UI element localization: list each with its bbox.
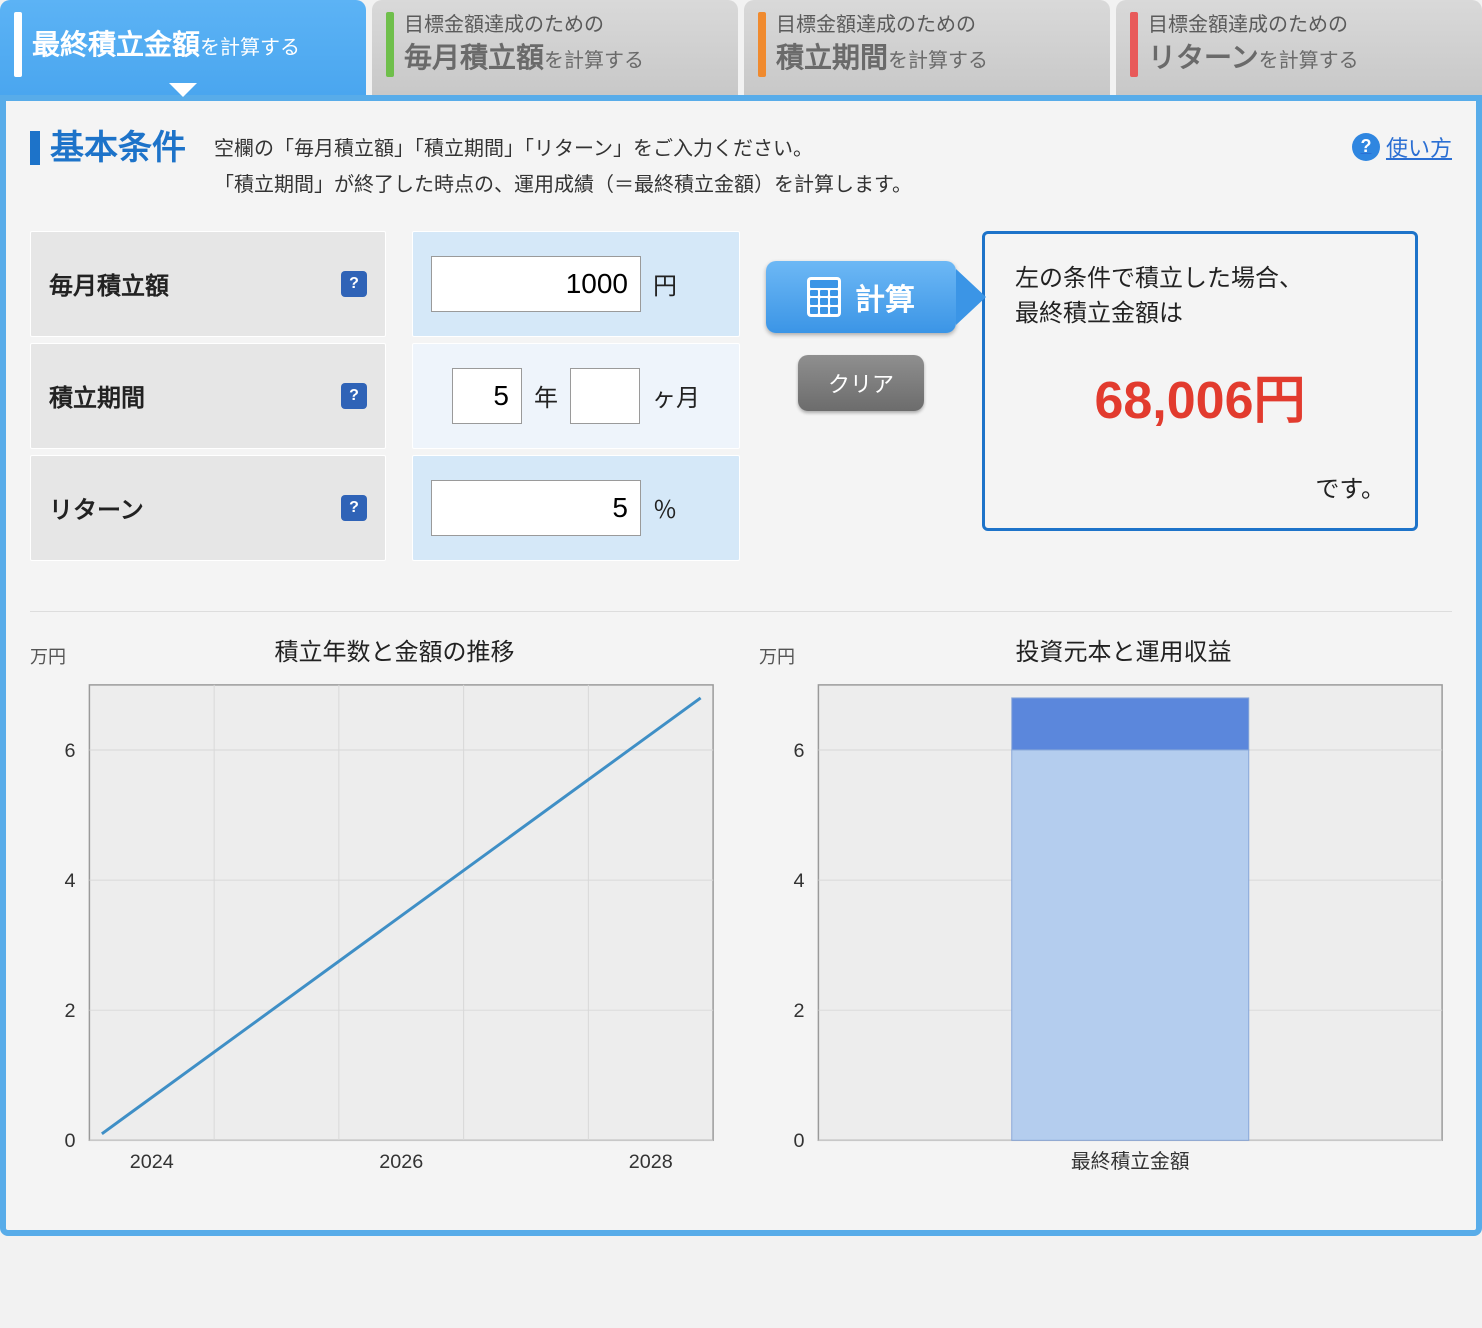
section-description: 空欄の「毎月積立額」「積立期間」「リターン」をご入力ください。 「積立期間」が終… xyxy=(214,131,912,203)
calculate-button[interactable]: 計算 xyxy=(766,261,956,333)
tab-text: 目標金額達成のための積立期間を計算する xyxy=(776,12,988,77)
section-desc-line2: 「積立期間」が終了した時点の、運用成績（＝最終積立金額）を計算します。 xyxy=(214,167,912,203)
chart1-title: 積立年数と金額の推移 xyxy=(66,632,723,667)
chart-breakdown: 万円 投資元本と運用収益 0 2 4 6 最終積立金額 xyxy=(759,632,1452,1190)
value-input-2[interactable] xyxy=(431,480,641,536)
value-unit: ％ xyxy=(653,490,677,525)
clear-button-label: クリア xyxy=(828,372,894,397)
form-label-text: 毎月積立額 xyxy=(49,266,169,301)
form-label-text: リターン xyxy=(49,490,144,525)
field-help-icon[interactable]: ? xyxy=(341,383,367,409)
tab-strong: リターン xyxy=(1148,42,1259,73)
form-label-2: リターン? xyxy=(30,455,386,561)
tab-1[interactable]: 目標金額達成のための毎月積立額を計算する xyxy=(372,0,738,95)
charts-row: 万円 積立年数と金額の推移 0 2 4 6 2024 2026 2028 万円 投資元本と運… xyxy=(30,611,1452,1190)
tab-2[interactable]: 目標金額達成のための積立期間を計算する xyxy=(744,0,1110,95)
tab-text: 目標金額達成のためのリターンを計算する xyxy=(1148,12,1359,77)
calculator-icon xyxy=(807,277,841,317)
help-link-label: 使い方 xyxy=(1386,131,1452,163)
svg-text:4: 4 xyxy=(65,870,76,892)
label-column: 毎月積立額?積立期間?リターン? xyxy=(30,231,386,561)
svg-text:6: 6 xyxy=(65,740,76,762)
svg-text:6: 6 xyxy=(794,740,805,762)
result-line2: 最終積立金額は xyxy=(1015,293,1385,328)
tab-suffix: を計算する xyxy=(888,50,988,72)
tab-text: 最終積立金額を計算する xyxy=(32,26,300,64)
tab-0[interactable]: 最終積立金額を計算する xyxy=(0,0,366,95)
input-column: 円年 ヶ月 ％ xyxy=(412,231,740,561)
years-input[interactable] xyxy=(452,368,522,424)
calculator-tabs: 最終積立金額を計算する目標金額達成のための毎月積立額を計算する目標金額達成のため… xyxy=(0,0,1482,95)
tab-stripe xyxy=(1130,12,1138,77)
svg-text:2024: 2024 xyxy=(130,1151,174,1173)
clear-button[interactable]: クリア xyxy=(798,355,924,411)
value-unit: 円 xyxy=(653,266,677,301)
form-label-1: 積立期間? xyxy=(30,343,386,449)
main-panel: 基本条件 空欄の「毎月積立額」「積立期間」「リターン」をご入力ください。 「積立… xyxy=(0,95,1482,1236)
button-column: 計算 クリア xyxy=(766,231,956,411)
svg-text:4: 4 xyxy=(794,870,805,892)
form-area: 毎月積立額?積立期間?リターン? 円年ヶ月％ 計算 クリア 左の条件で積立した場… xyxy=(30,231,1452,561)
tab-suffix: を計算する xyxy=(544,50,644,72)
svg-text:0: 0 xyxy=(65,1130,76,1152)
tab-strong: 積立期間 xyxy=(776,42,888,73)
tab-3[interactable]: 目標金額達成のためのリターンを計算する xyxy=(1116,0,1482,95)
form-input-cell-0: 円 xyxy=(412,231,740,337)
tab-stripe xyxy=(386,12,394,77)
field-help-icon[interactable]: ? xyxy=(341,271,367,297)
help-icon: ? xyxy=(1352,133,1380,161)
form-input-cell-2: ％ xyxy=(412,455,740,561)
svg-text:2028: 2028 xyxy=(629,1151,673,1173)
section-header: 基本条件 空欄の「毎月積立額」「積立期間」「リターン」をご入力ください。 「積立… xyxy=(30,131,1452,203)
form-label-0: 毎月積立額? xyxy=(30,231,386,337)
chart2-svg: 0 2 4 6 最終積立金額 xyxy=(759,675,1452,1190)
tab-line1: 目標金額達成のための xyxy=(776,12,988,39)
tab-strong: 毎月積立額 xyxy=(404,42,544,73)
tab-line1: 目標金額達成のための xyxy=(404,12,644,39)
svg-text:最終積立金額: 最終積立金額 xyxy=(1071,1151,1190,1173)
calculate-button-label: 計算 xyxy=(855,275,915,319)
result-amount: 68,006円 xyxy=(1015,358,1385,433)
chart-growth: 万円 積立年数と金額の推移 0 2 4 6 2024 2026 2028 xyxy=(30,632,723,1190)
form-label-text: 積立期間 xyxy=(49,378,145,413)
years-unit: 年 xyxy=(534,378,558,413)
tab-suffix: を計算する xyxy=(1259,50,1359,72)
result-line1: 左の条件で積立した場合、 xyxy=(1015,258,1385,293)
chart2-title: 投資元本と運用収益 xyxy=(795,632,1452,667)
value-input-0[interactable] xyxy=(431,256,641,312)
months-unit: ヶ月 xyxy=(652,378,700,413)
result-box: 左の条件で積立した場合、 最終積立金額は 68,006円 です。 xyxy=(982,231,1418,531)
form-input-cell-1: 年 ヶ月 xyxy=(412,343,740,449)
tab-stripe xyxy=(14,12,22,77)
svg-text:2026: 2026 xyxy=(379,1151,423,1173)
tab-suffix: を計算する xyxy=(200,37,300,59)
tab-text: 目標金額達成のための毎月積立額を計算する xyxy=(404,12,644,77)
svg-text:0: 0 xyxy=(794,1130,805,1152)
tab-stripe xyxy=(758,12,766,77)
help-link[interactable]: ? 使い方 xyxy=(1352,131,1452,163)
section-desc-line1: 空欄の「毎月積立額」「積立期間」「リターン」をご入力ください。 xyxy=(214,131,912,167)
chart2-ylabel: 万円 xyxy=(759,643,795,669)
svg-text:2: 2 xyxy=(65,1000,76,1022)
result-suffix: です。 xyxy=(1015,469,1385,504)
chart1-ylabel: 万円 xyxy=(30,643,66,669)
months-input[interactable] xyxy=(570,368,640,424)
svg-text:2: 2 xyxy=(794,1000,805,1022)
tab-line1: 目標金額達成のための xyxy=(1148,12,1359,39)
tab-strong: 最終積立金額 xyxy=(32,29,200,60)
section-title: 基本条件 xyxy=(30,131,186,165)
field-help-icon[interactable]: ? xyxy=(341,495,367,521)
chart1-svg: 0 2 4 6 2024 2026 2028 xyxy=(30,675,723,1190)
